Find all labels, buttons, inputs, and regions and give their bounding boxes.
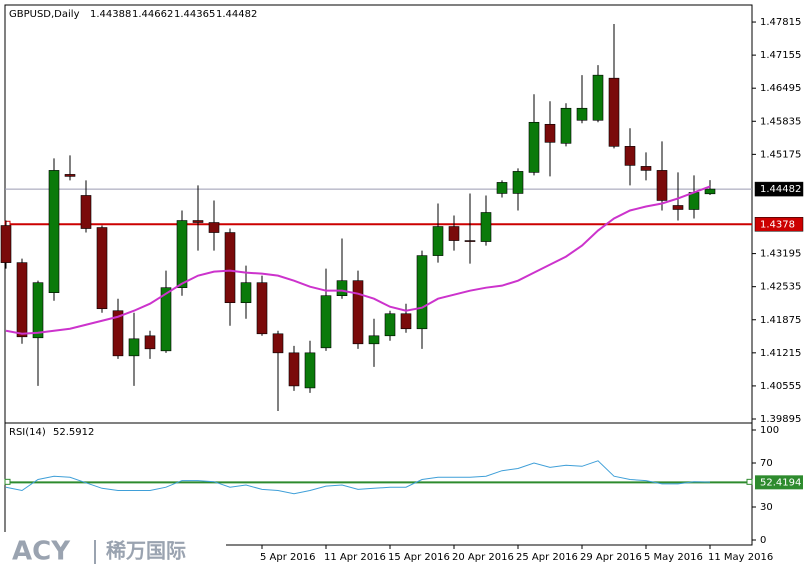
bear-body xyxy=(224,232,236,304)
frame xyxy=(4,4,753,546)
bull-body xyxy=(176,220,188,288)
x-tick-label: 11 Apr 2016 xyxy=(324,552,386,563)
bull-body xyxy=(592,74,604,121)
level-label-box xyxy=(754,217,804,232)
bull-body xyxy=(320,295,332,349)
moving-average xyxy=(5,185,711,335)
rsi-tick-label: 70 xyxy=(760,458,773,469)
rsi-level-marker xyxy=(746,478,753,485)
bull-body xyxy=(128,338,140,357)
bear-body xyxy=(608,77,620,147)
bear-body xyxy=(448,226,460,241)
bear-body xyxy=(144,335,156,350)
bear-body xyxy=(256,282,268,335)
rsi-level-label: 52.4194 xyxy=(760,477,801,488)
bull-body xyxy=(576,107,588,121)
y-tick-label: 1.45835 xyxy=(760,116,801,127)
bear-body xyxy=(0,225,12,263)
bull-body xyxy=(32,282,44,339)
current-price-label: 1.44482 xyxy=(760,184,801,195)
bull-body xyxy=(480,212,492,242)
current-price-label-box xyxy=(754,181,804,197)
watermark-cn: 稀万国际 xyxy=(106,539,186,563)
level-label: 1.4378 xyxy=(760,219,795,230)
bear-body xyxy=(640,166,652,171)
bear-body xyxy=(656,170,668,201)
bull-body xyxy=(48,170,60,293)
bull-body xyxy=(512,171,524,194)
bull-body xyxy=(496,182,508,194)
bear-body xyxy=(272,333,284,354)
bear-body xyxy=(352,280,364,345)
y-tick-label: 1.40555 xyxy=(760,381,801,392)
bull-body xyxy=(240,282,252,304)
bull-body xyxy=(560,107,572,144)
x-tick-label: 25 Apr 2016 xyxy=(516,552,578,563)
bull-body xyxy=(688,192,700,210)
watermark: ACY 稀万国际 xyxy=(0,532,226,575)
y-tick-label: 1.47815 xyxy=(760,17,801,28)
x-tick-label: 11 May 2016 xyxy=(708,552,773,563)
rsi-tick-label: 0 xyxy=(760,535,766,546)
bear-body xyxy=(80,195,92,229)
bear-body xyxy=(624,146,636,166)
y-tick-label: 1.43195 xyxy=(760,249,801,260)
bear-body xyxy=(288,352,300,387)
bear-body xyxy=(544,123,556,143)
y-tick-label: 1.41215 xyxy=(760,348,801,359)
y-tick-label: 1.46495 xyxy=(760,83,801,94)
bear-body xyxy=(464,240,476,242)
ohlc-high: 1.44662 xyxy=(132,9,173,20)
ohlc-close: 1.44482 xyxy=(216,9,257,20)
watermark-bg xyxy=(0,532,226,575)
bull-body xyxy=(704,188,716,195)
bear-body xyxy=(64,174,76,177)
bear-body xyxy=(16,262,28,338)
bull-body xyxy=(304,352,316,389)
rsi-tick-label: 100 xyxy=(760,425,779,436)
rsi-level-box xyxy=(755,475,803,490)
bull-body xyxy=(432,226,444,256)
y-tick-label: 1.47155 xyxy=(760,50,801,61)
rsi-tick-label: 30 xyxy=(760,502,773,513)
bear-body xyxy=(672,205,684,210)
chart-title: GBPUSD,Daily xyxy=(9,9,80,20)
x-tick-label: 5 Apr 2016 xyxy=(260,552,315,563)
ohlc-open: 1.44388 xyxy=(90,9,131,20)
rsi-line xyxy=(5,460,711,495)
x-tick-label: 5 May 2016 xyxy=(644,552,703,563)
bull-body xyxy=(416,255,428,330)
rsi-level-marker xyxy=(4,478,11,485)
bull-body xyxy=(368,335,380,345)
bull-body xyxy=(160,287,172,352)
rsi-label: RSI(14) xyxy=(9,427,46,438)
bear-body xyxy=(208,222,220,233)
watermark-text: ACY xyxy=(12,537,71,567)
y-tick-label: 1.42535 xyxy=(760,282,801,293)
y-tick-label: 1.45175 xyxy=(760,149,801,160)
x-tick-label: 29 Apr 2016 xyxy=(580,552,642,563)
bear-body xyxy=(192,220,204,223)
bull-body xyxy=(336,280,348,296)
x-tick-label: 20 Apr 2016 xyxy=(452,552,514,563)
bull-body xyxy=(384,313,396,337)
bull-body xyxy=(528,121,540,173)
bear-body xyxy=(112,310,124,357)
bear-body xyxy=(400,313,412,330)
ohlc-low: 1.44365 xyxy=(174,9,215,20)
y-tick-label: 1.39895 xyxy=(760,414,801,425)
y-tick-label: 1.41875 xyxy=(760,315,801,326)
rsi-value: 52.5912 xyxy=(53,427,94,438)
x-tick-label: 15 Apr 2016 xyxy=(388,552,450,563)
bear-body xyxy=(96,227,108,310)
